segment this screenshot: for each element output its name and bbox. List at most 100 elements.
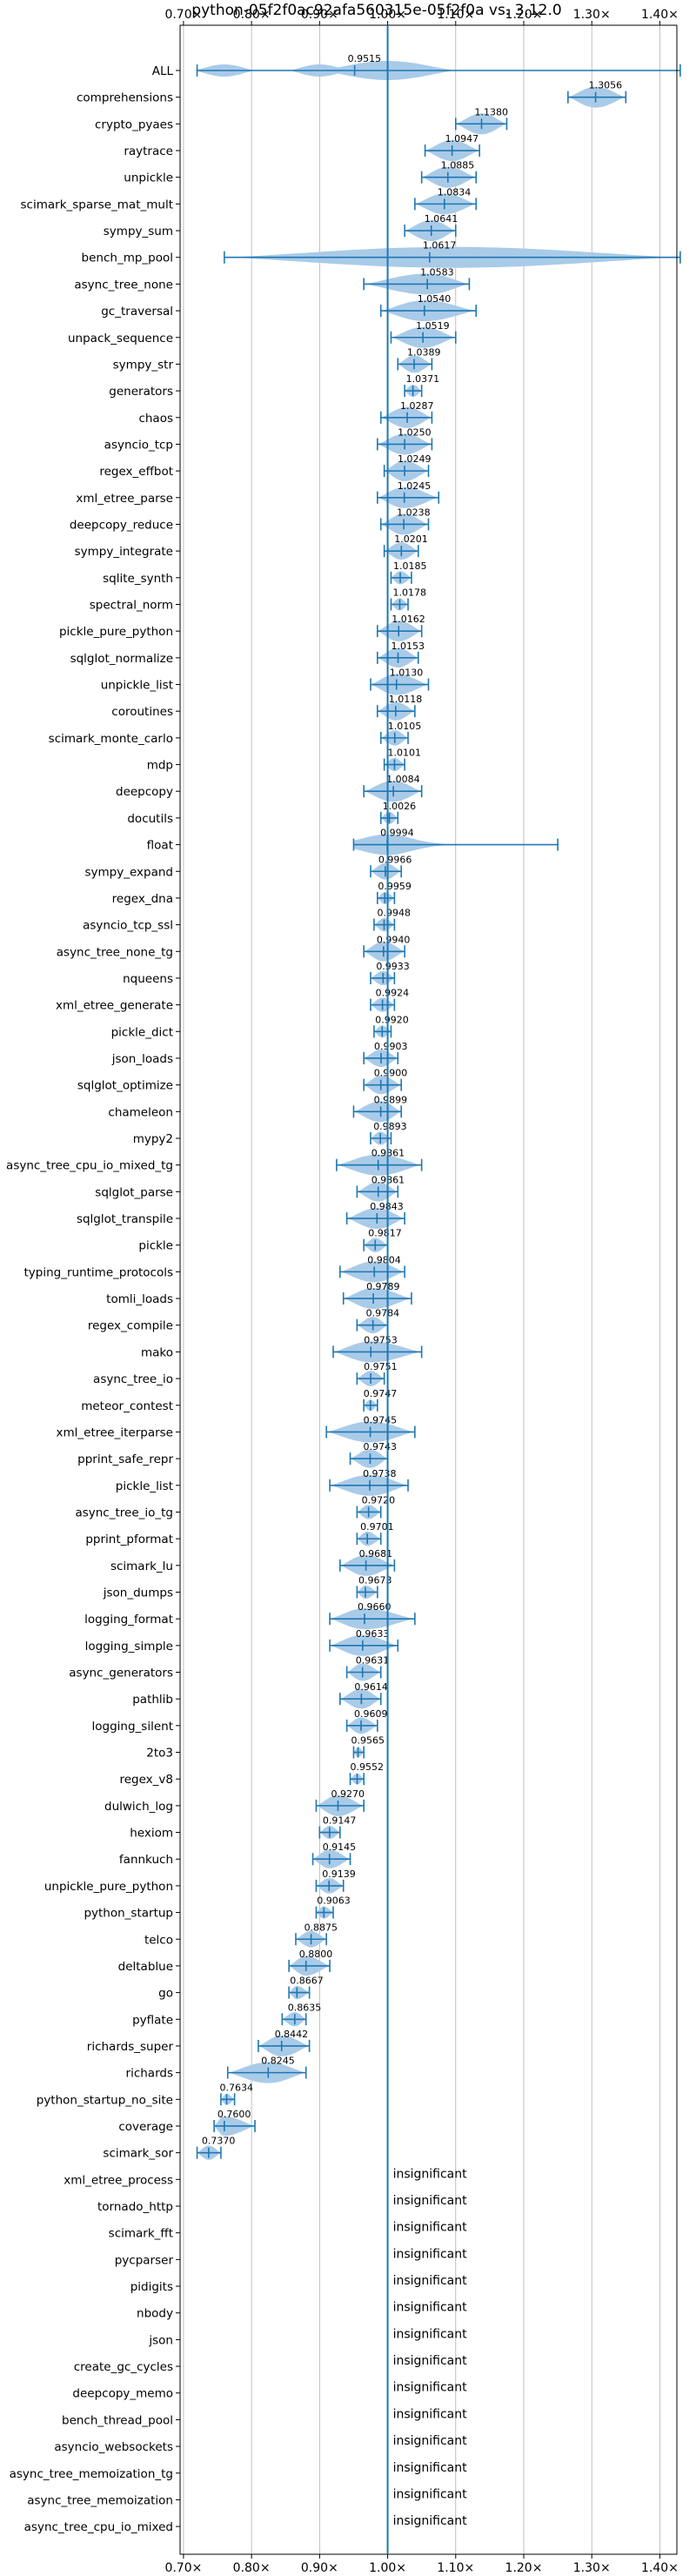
- benchmark-label: float: [147, 839, 173, 853]
- benchmark-label: sympy_integrate: [75, 545, 173, 559]
- benchmark-label: python_startup_no_site: [37, 2093, 173, 2107]
- insignificant-label: insignificant: [393, 2327, 468, 2341]
- benchmark-label: mdp: [147, 759, 173, 773]
- value-label: 0.9743: [363, 1441, 397, 1452]
- x-tick-label-bottom: 1.20×: [505, 2561, 543, 2575]
- insignificant-label: insignificant: [393, 2167, 468, 2181]
- benchmark-label: logging_format: [84, 1613, 173, 1627]
- value-label: 0.9552: [351, 1761, 385, 1773]
- benchmark-label: pidigits: [130, 2280, 173, 2294]
- value-label: 1.0287: [400, 400, 434, 412]
- errorbars-layer: [196, 64, 681, 2159]
- value-label: 0.9893: [373, 1121, 407, 1132]
- value-label: 0.9784: [366, 1308, 400, 1319]
- value-label: 0.9843: [370, 1201, 404, 1212]
- x-tick-label-top: 1.20×: [505, 8, 543, 22]
- x-tick-label-bottom: 1.30×: [573, 2561, 611, 2575]
- benchmark-label: scimark_monte_carlo: [49, 732, 173, 746]
- x-tick-label-bottom: 1.00×: [369, 2561, 406, 2575]
- benchmark-label: mako: [141, 1345, 173, 1359]
- value-label: 1.1380: [475, 106, 509, 117]
- benchmark-label: scimark_fft: [109, 2227, 173, 2241]
- value-label: 0.9804: [367, 1254, 401, 1265]
- value-label: 0.9609: [354, 1708, 388, 1720]
- benchmark-label: json_dumps: [103, 1586, 173, 1600]
- benchmark-label: pyflate: [132, 2013, 173, 2027]
- value-label: 0.9948: [378, 908, 412, 919]
- insignificant-label: insignificant: [393, 2407, 468, 2421]
- value-label: 1.0245: [398, 480, 432, 492]
- value-label: 1.0371: [406, 373, 440, 385]
- benchmark-label: bench_thread_pool: [62, 2413, 173, 2427]
- benchmark-label: xml_etree_parse: [76, 492, 173, 506]
- value-label: 1.0617: [423, 240, 457, 252]
- value-label: 1.0885: [441, 160, 475, 171]
- value-label: 0.9660: [358, 1601, 392, 1613]
- benchmark-label: asyncio_tcp: [104, 438, 173, 452]
- value-label: 0.7600: [218, 2109, 251, 2120]
- value-label: 0.9633: [356, 1628, 390, 1640]
- value-label: 0.9631: [356, 1655, 390, 1667]
- insignificant-label: insignificant: [393, 2514, 468, 2528]
- benchmark-label: sqlglot_parse: [95, 1185, 173, 1199]
- x-tick-label-bottom: 1.10×: [437, 2561, 474, 2575]
- benchmark-label: chaos: [138, 412, 173, 426]
- value-label: 0.9745: [364, 1414, 398, 1426]
- benchmark-label: pickle: [138, 1239, 173, 1253]
- value-label: 0.7370: [202, 2136, 236, 2147]
- value-label: 0.9817: [368, 1228, 402, 1239]
- insignificant-label: insignificant: [393, 2487, 468, 2501]
- benchmark-label: richards: [126, 2067, 173, 2081]
- x-tick-label-bottom: 1.40×: [641, 2561, 679, 2575]
- benchmark-label: comprehensions: [77, 91, 173, 105]
- value-label: 1.0105: [388, 721, 422, 732]
- benchmark-label: unpickle_list: [101, 679, 173, 693]
- insignificant-label: insignificant: [393, 2434, 468, 2448]
- value-label: 0.9920: [375, 1014, 409, 1025]
- benchmark-label: regex_dna: [112, 892, 173, 906]
- value-label: 0.9753: [364, 1334, 398, 1345]
- x-tick-label-top: 1.00×: [369, 8, 406, 22]
- x-tick-label-top: 0.90×: [301, 8, 338, 22]
- value-label: 1.0389: [407, 346, 441, 358]
- value-label: 1.0249: [398, 453, 432, 465]
- benchmark-label: meteor_contest: [81, 1399, 173, 1413]
- insignificant-label: insignificant: [393, 2301, 468, 2315]
- benchmark-label: async_tree_io: [93, 1372, 173, 1386]
- benchmark-label: async_generators: [69, 1667, 173, 1680]
- benchmark-label: bench_mp_pool: [82, 252, 173, 265]
- benchmark-label: deepcopy: [116, 785, 173, 799]
- value-label: 1.0947: [445, 133, 479, 144]
- value-label: 1.0118: [389, 694, 423, 705]
- value-label: 0.9565: [351, 1735, 385, 1747]
- value-label: 0.9515: [348, 53, 382, 64]
- value-label: 1.0583: [420, 266, 454, 278]
- benchmark-label: asyncio_websockets: [54, 2440, 173, 2454]
- insignificant-label: insignificant: [393, 2194, 468, 2208]
- benchmark-label: hexiom: [130, 1827, 173, 1841]
- chart-title: python-05f2f0ac92afa560315e-05f2f0a vs. …: [191, 2, 561, 19]
- value-label: 0.8875: [304, 1922, 338, 1933]
- violins-layer: [193, 61, 680, 2160]
- insignificant-label: insignificant: [393, 2274, 468, 2288]
- value-label: 1.0084: [386, 774, 420, 785]
- value-label: 1.0834: [438, 186, 472, 198]
- benchmark-label: go: [158, 1987, 173, 2001]
- value-label: 0.9933: [376, 961, 410, 972]
- benchmark-label: coroutines: [111, 705, 173, 719]
- benchmark-label: sympy_str: [113, 358, 174, 372]
- value-label: 0.9959: [378, 881, 412, 892]
- benchmark-label: ALL: [152, 64, 174, 78]
- value-label: 1.0519: [416, 320, 450, 332]
- value-label: 0.9681: [359, 1548, 393, 1560]
- value-label: 0.9966: [378, 854, 412, 865]
- value-label: 1.0162: [392, 614, 425, 625]
- value-label: 0.9751: [364, 1361, 398, 1372]
- x-tick-label-bottom: 0.70×: [164, 2561, 202, 2575]
- benchmark-label: deepcopy_memo: [72, 2387, 173, 2401]
- x-tick-label-top: 0.80×: [233, 8, 271, 22]
- value-label: 0.8800: [299, 1949, 333, 1960]
- value-label: 1.0130: [390, 667, 424, 679]
- benchmark-label: richards_super: [87, 2040, 174, 2054]
